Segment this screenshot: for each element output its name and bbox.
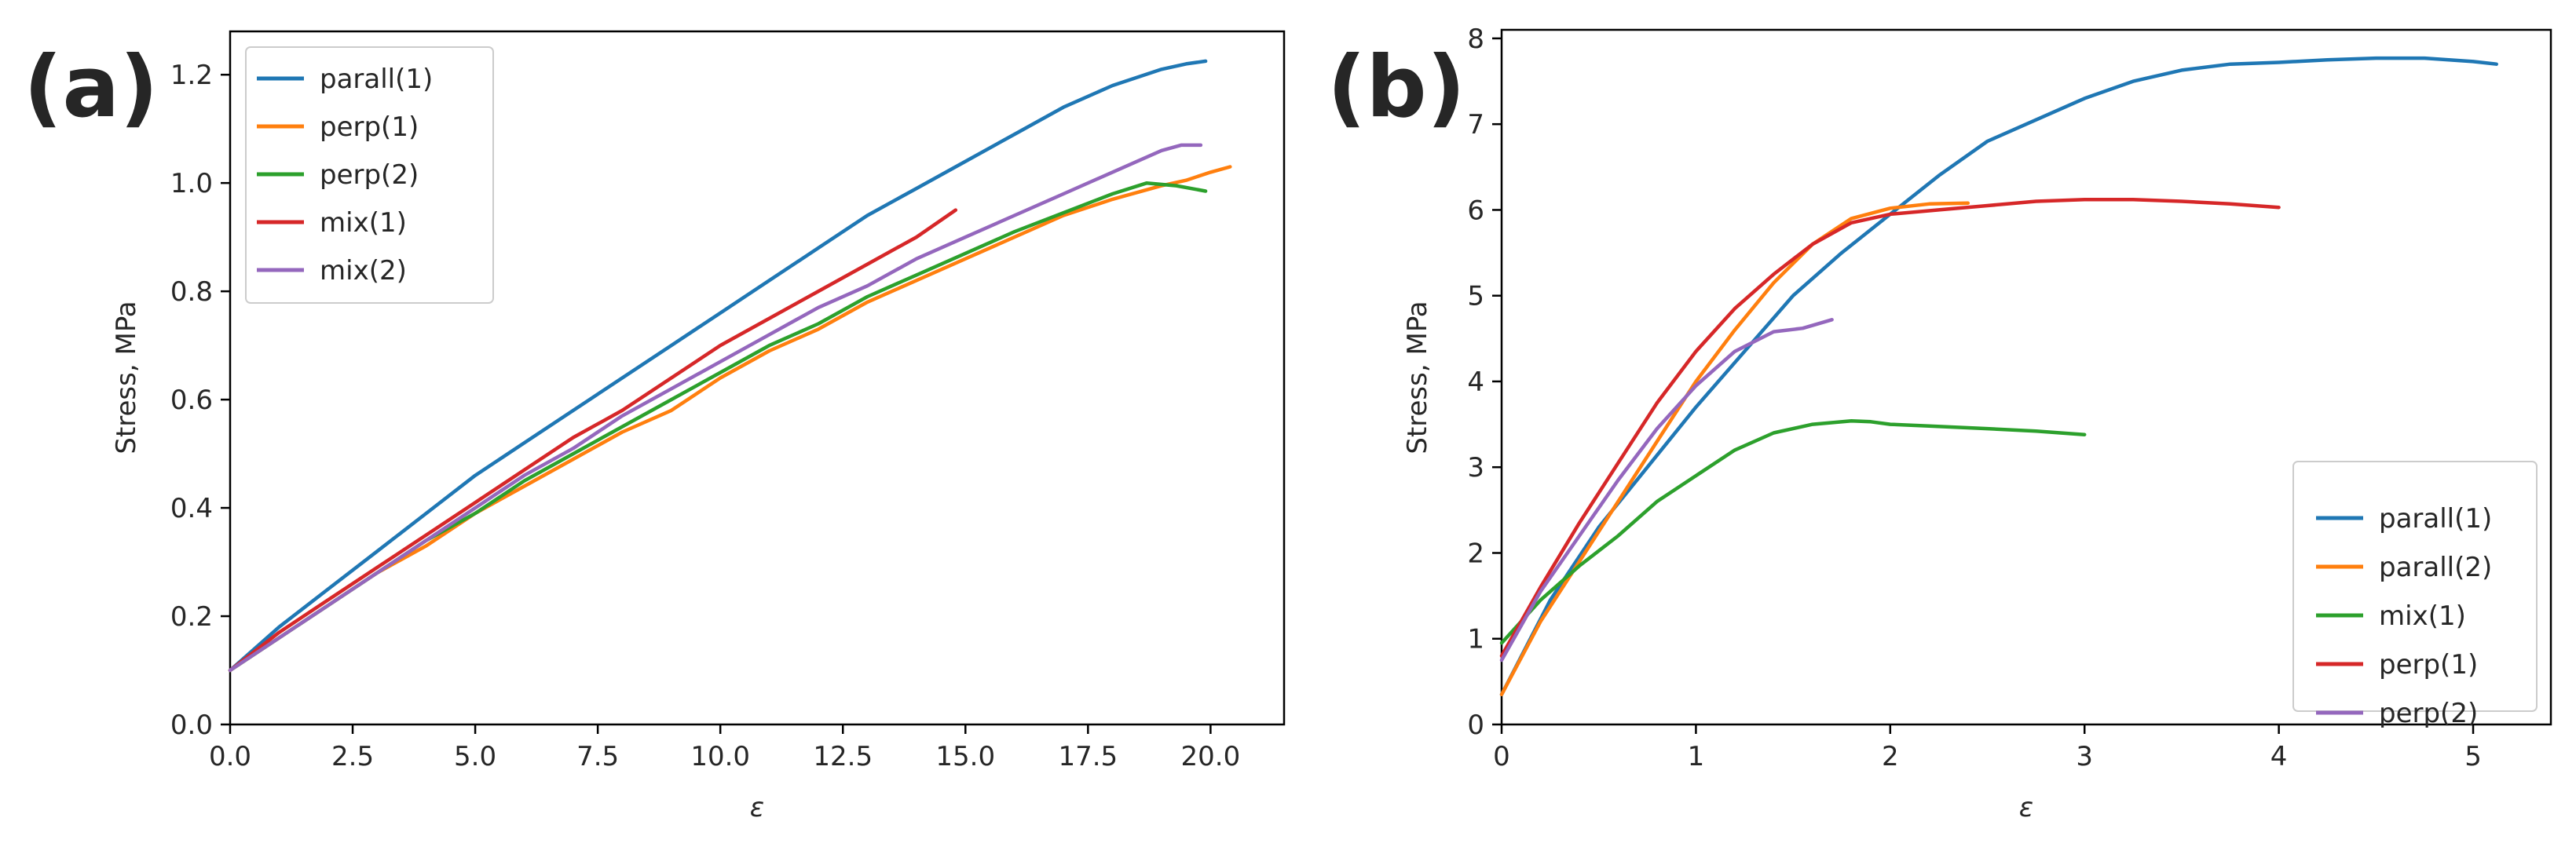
- panel-b-series-parall1: [1499, 56, 2498, 697]
- panel-b-y-tick-label: 0: [1467, 710, 1484, 741]
- panel-a-y-tick-label: 0.4: [170, 493, 213, 524]
- panel-a-y-tick-label: 0.8: [170, 276, 213, 308]
- panel-b-y-tick-label: 2: [1467, 538, 1484, 569]
- panel-a: (a) 0.0 2.5 5.0 7.5 10.0 12.5 15.0 17.5 20.0 0.0…: [24, 30, 1286, 823]
- panel-b-y-ticks: 0 1 2 3 4 5 6 7 8: [1467, 24, 1502, 741]
- panel-b-legend-label: parall(2): [2379, 552, 2492, 583]
- panel-b-legend-box: [2292, 461, 2538, 712]
- panel-a-x-tick-label: 0.0: [209, 741, 251, 772]
- panel-a-x-ticks: 0.0 2.5 5.0 7.5 10.0 12.5 15.0 17.5 20.0: [209, 724, 1240, 772]
- panel-b-x-tick-label: 2: [1882, 741, 1899, 772]
- panel-a-y-axis-label: Stress, MPa: [111, 301, 142, 454]
- panel-b-legend-label: mix(1): [2379, 600, 2466, 632]
- panel-b: (b) 0 1 2 3 4 5 0 1 2 3 4 5 6 7 8 ε Stress, MPa paral…: [1327, 24, 2552, 823]
- panel-a-legend-label: parall(1): [320, 64, 433, 95]
- panel-a-legend-label: mix(1): [320, 207, 407, 239]
- panel-b-legend-label: perp(2): [2379, 698, 2478, 729]
- panel-b-legend-label: perp(1): [2379, 649, 2478, 681]
- panel-b-y-tick-label: 7: [1467, 109, 1484, 140]
- panel-b-series-parall2: [1499, 201, 1970, 697]
- panel-a-legend-box: [245, 46, 494, 304]
- panel-b-y-tick-label: 5: [1467, 281, 1484, 312]
- panel-b-series-perp2: [1499, 318, 1834, 662]
- panel-b-x-tick-label: 3: [2076, 741, 2093, 772]
- panel-b-label: (b): [1327, 38, 1465, 137]
- panel-b-y-tick-label: 6: [1467, 195, 1484, 226]
- panel-b-x-tick-label: 4: [2270, 741, 2288, 772]
- panel-a-x-tick-label: 12.5: [813, 741, 873, 772]
- panel-b-y-tick-label: 3: [1467, 452, 1484, 484]
- panel-a-x-tick-label: 10.0: [690, 741, 750, 772]
- panel-a-y-tick-label: 0.6: [170, 385, 213, 416]
- panel-a-x-tick-label: 7.5: [576, 741, 619, 772]
- panel-a-series-mix1: [228, 208, 958, 673]
- panel-b-y-tick-label: 4: [1467, 367, 1484, 398]
- panel-a-x-tick-label: 2.5: [331, 741, 374, 772]
- panel-b-y-tick-label: 1: [1467, 624, 1484, 655]
- panel-a-x-axis-label: ε: [750, 792, 764, 823]
- panel-a-label: (a): [24, 38, 159, 137]
- panel-a-x-tick-label: 20.0: [1181, 741, 1241, 772]
- panel-b-x-tick-label: 1: [1688, 741, 1705, 772]
- panel-a-legend-label: perp(1): [320, 111, 419, 143]
- panel-a-series-parall1: [228, 59, 1208, 673]
- panel-a-y-ticks: 0.0 0.2 0.4 0.6 0.8 1.0 1.2: [170, 60, 230, 741]
- panel-a-x-tick-label: 5.0: [454, 741, 496, 772]
- panel-b-x-ticks: 0 1 2 3 4 5: [1493, 724, 2482, 772]
- panel-a-lines: [228, 59, 1232, 673]
- panel-b-legend: parall(1) parall(2) mix(1) perp(1) perp(2): [2292, 461, 2538, 729]
- panel-b-y-tick-label: 8: [1467, 24, 1484, 55]
- panel-b-x-axis-label: ε: [2019, 792, 2033, 823]
- panel-b-axes-frame: [1500, 28, 2552, 726]
- panel-b-x-tick-label: 0: [1493, 741, 1510, 772]
- panel-b-series-mix1: [1499, 418, 2087, 645]
- panel-a-y-tick-label: 1.2: [170, 60, 213, 91]
- panel-a-series-perp1: [228, 165, 1232, 673]
- panel-a-y-tick-label: 1.0: [170, 168, 213, 199]
- panel-a-series-mix2: [228, 143, 1203, 673]
- panel-b-legend-label: parall(1): [2379, 503, 2492, 535]
- panel-a-x-tick-label: 15.0: [935, 741, 995, 772]
- panel-b-x-tick-label: 5: [2464, 741, 2482, 772]
- panel-b-series-perp1: [1499, 198, 2281, 658]
- panel-b-lines: [1499, 56, 2498, 697]
- panel-b-y-axis-label: Stress, MPa: [1402, 301, 1433, 454]
- panel-a-legend-label: mix(2): [320, 255, 407, 286]
- panel-a-legend-label: perp(2): [320, 159, 419, 191]
- panel-a-legend: parall(1) perp(1) perp(2) mix(1) mix(2): [245, 46, 494, 304]
- panel-a-y-tick-label: 0.0: [170, 710, 213, 741]
- panel-a-axes-frame: [229, 30, 1286, 726]
- panel-a-y-tick-label: 0.2: [170, 601, 213, 633]
- panel-a-x-tick-label: 17.5: [1058, 741, 1118, 772]
